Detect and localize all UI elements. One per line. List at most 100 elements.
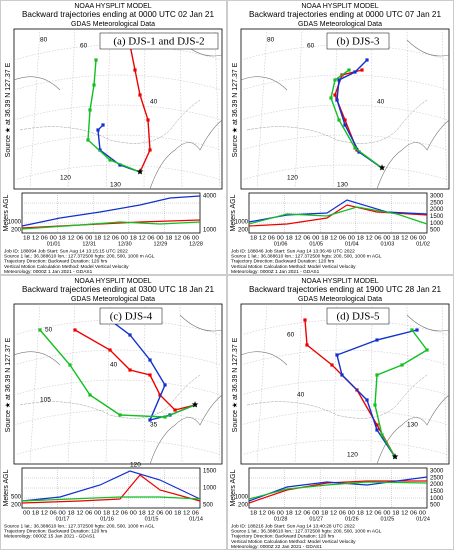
panel-label: (c) DJS-4 xyxy=(110,311,153,323)
trajectory-marker xyxy=(86,138,90,142)
footer-line: Vertical Motion Calculation Method: Mode… xyxy=(231,264,356,270)
left-tick-label: 200 xyxy=(238,503,249,509)
left-tick-label: 1000 xyxy=(235,495,249,501)
left-tick-label: 200 xyxy=(11,503,22,509)
footer-line: Job ID: 188216 Job Start: Sun Aug 14 13:… xyxy=(231,523,355,529)
longitude-line xyxy=(406,28,410,190)
left-tick-label: 1000 xyxy=(235,220,249,226)
height-trace xyxy=(21,474,201,504)
trajectory-marker xyxy=(333,78,337,82)
height-trace xyxy=(21,470,201,502)
label-box xyxy=(326,32,390,50)
panel-label: (b) DJS-3 xyxy=(336,36,380,48)
hour-ticks: 18 12 06 00 18 12 06 00 18 12 06 00 18 1… xyxy=(250,235,426,241)
trajectory-marker xyxy=(343,123,347,127)
trajectory-marker xyxy=(92,83,96,87)
trajectory-marker xyxy=(163,415,167,419)
map-label: 120 xyxy=(130,462,141,469)
footer-line: Meteorology: 0000Z 1 Jan 2021 - GDAS1 xyxy=(4,269,93,275)
right-tick-label: 1000 xyxy=(430,496,444,502)
right-tick-label: 2000 xyxy=(430,207,444,213)
label-box xyxy=(99,32,219,50)
trajectory-marker xyxy=(329,96,333,100)
model-name: NOAA HYSPLIT MODEL xyxy=(301,3,378,10)
footer-line: Vertical Motion Calculation Method: Mode… xyxy=(4,264,129,270)
right-tick-label: 1000 xyxy=(203,228,217,234)
map-frame xyxy=(13,303,223,465)
trajectory-marker xyxy=(375,423,379,427)
date-tick: 01/04 xyxy=(345,241,359,247)
date-tick: 01/27 xyxy=(309,516,323,522)
map-label: 80 xyxy=(267,37,275,44)
trajectory-marker xyxy=(357,150,361,154)
longitude-line xyxy=(214,28,221,190)
trajectory-marker xyxy=(138,93,142,97)
hour-ticks: 18 12 06 00 18 12 06 00 18 12 06 00 18 1… xyxy=(23,235,199,241)
footer-line: Source 1 lat.: 36.388610 lon.: 127.37250… xyxy=(231,528,382,534)
longitude-line xyxy=(294,303,303,465)
trajectory-marker xyxy=(400,363,404,367)
trajectory-marker xyxy=(38,328,42,332)
right-tick-label: 500 xyxy=(430,228,441,234)
trajectory-marker xyxy=(330,363,334,367)
longitude-line xyxy=(214,303,221,465)
met-data: GDAS Meteorological Data xyxy=(298,21,382,28)
trajectory-marker xyxy=(337,78,341,82)
right-tick-label: 1500 xyxy=(430,489,444,495)
latitude-line xyxy=(240,164,450,181)
right-tick-label: 500 xyxy=(430,503,441,509)
trajectory-marker xyxy=(88,108,92,112)
longitude-line xyxy=(179,303,183,465)
date-tick: 01/25 xyxy=(381,516,395,522)
date-tick: 12/29 xyxy=(154,241,168,247)
height-axis-label: Meters AGL xyxy=(230,469,237,506)
map-label: 40 xyxy=(110,362,118,369)
footer-line: Job ID: 188046 Job Start: Sun Aug 14 13:… xyxy=(231,248,355,254)
source-label: Source ★ at 36.39 N 127.37 E xyxy=(231,337,239,432)
right-tick-label: 2500 xyxy=(430,200,444,206)
trajectory-marker xyxy=(335,353,339,357)
coastline xyxy=(240,314,450,465)
left-tick-label: 200 xyxy=(238,228,249,234)
longitude-line xyxy=(105,28,111,190)
latitude-line xyxy=(13,379,223,396)
trajectory-marker xyxy=(353,70,357,74)
border-line xyxy=(246,374,428,419)
left-tick-label: 1000 xyxy=(8,220,22,226)
panel-label: (d) DJS-5 xyxy=(336,311,380,323)
trajectory-marker xyxy=(128,333,132,337)
trajectory-marker xyxy=(128,368,132,372)
panel-border xyxy=(0,0,227,275)
trajectory-marker xyxy=(133,68,137,72)
latitude-line xyxy=(13,134,223,151)
trajectory-marker xyxy=(347,68,351,72)
trajectory-marker xyxy=(193,403,197,407)
right-tick-label: 2500 xyxy=(430,475,444,481)
trajectory-marker xyxy=(148,148,152,152)
map-label: 120 xyxy=(287,175,298,182)
latitude-line xyxy=(13,74,223,91)
right-tick-label: 4000 xyxy=(203,194,217,200)
map: 80 60 40 120 130 ★ xyxy=(240,28,450,190)
source-star: ★ xyxy=(391,451,399,461)
trajectory-marker xyxy=(380,433,384,437)
right-tick-label: 3000 xyxy=(430,469,444,475)
latitude-line xyxy=(13,409,223,426)
trajectory-marker xyxy=(415,328,419,332)
panel-title: Backward trajectories ending at 1900 UTC… xyxy=(249,285,442,294)
trajectory xyxy=(330,69,383,169)
coastline xyxy=(13,314,223,465)
footer-line: Source 1 lat.: 36.388610 lon.: 127.37250… xyxy=(4,253,155,259)
trajectory-marker xyxy=(393,455,397,459)
map-label: 40 xyxy=(297,392,305,399)
border-line xyxy=(19,99,201,144)
border-line xyxy=(19,374,201,419)
footer-line: Meteorology: 0000Z 15 Jan 2021 - GDAS1 xyxy=(4,534,95,540)
trajectory-marker xyxy=(410,328,414,332)
map-label: 60 xyxy=(287,332,295,339)
source-star: ★ xyxy=(378,162,386,172)
height-trace xyxy=(21,221,201,230)
